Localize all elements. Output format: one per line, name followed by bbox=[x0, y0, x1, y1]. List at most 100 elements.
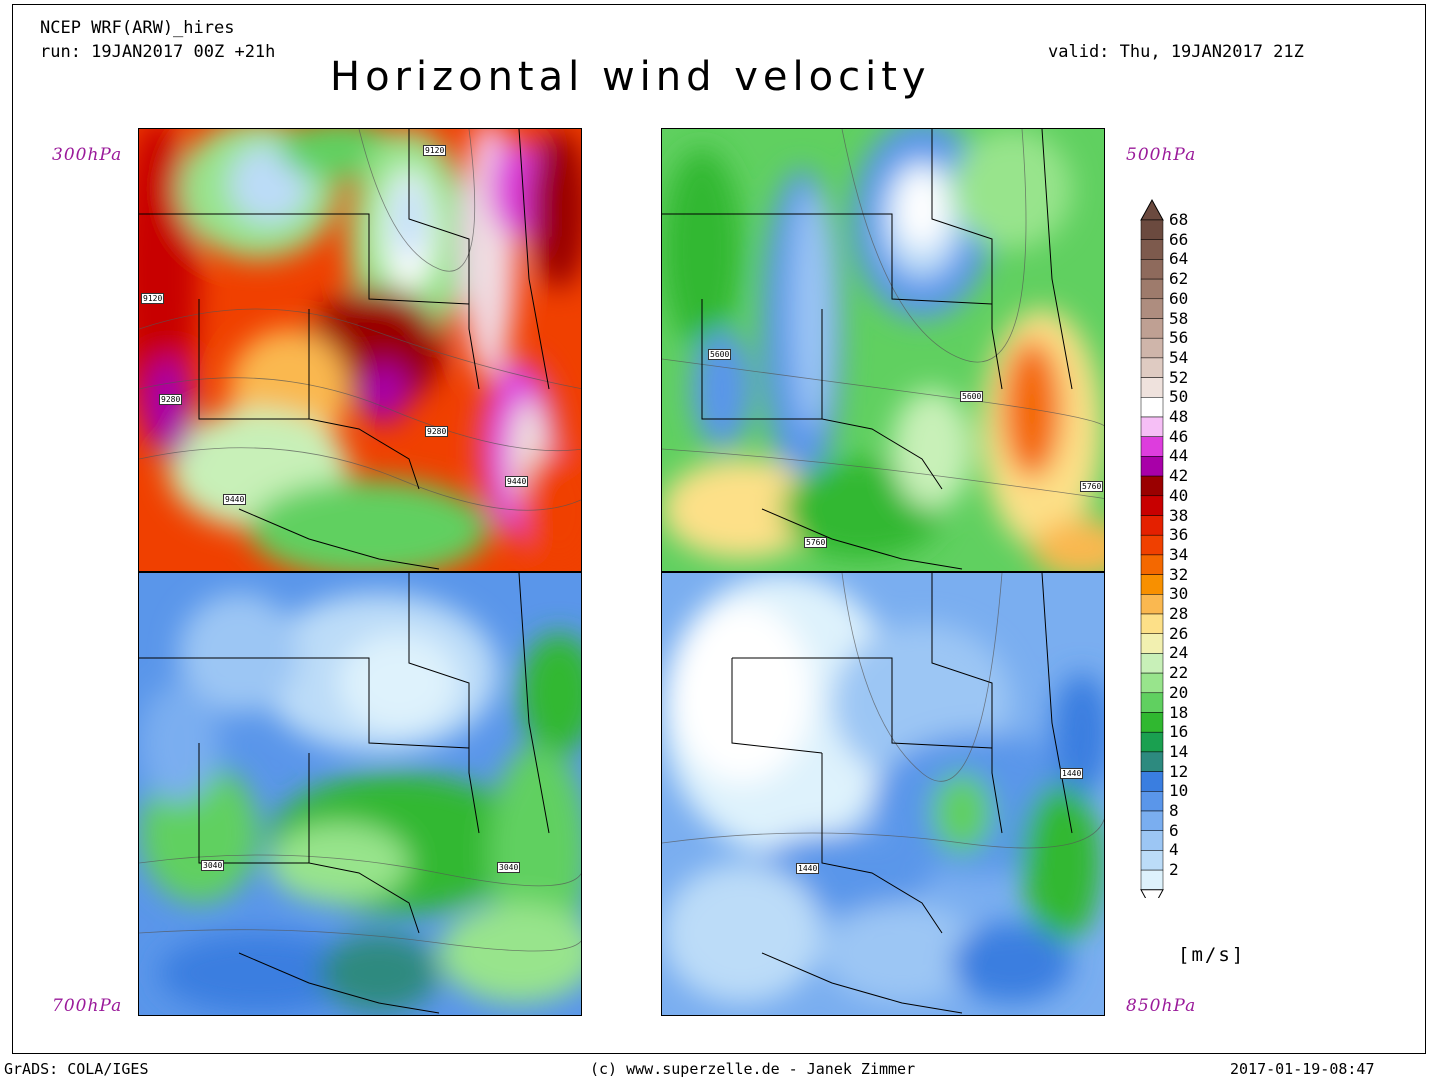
colorbar-tick-label: 46 bbox=[1169, 426, 1189, 446]
colorbar-tick-label: 2 bbox=[1169, 860, 1179, 880]
colorbar-swatch bbox=[1140, 633, 1164, 654]
level-label-700: 700hPa bbox=[52, 996, 123, 1016]
colorbar-tick-label: 30 bbox=[1169, 584, 1189, 604]
colorbar-swatch bbox=[1140, 298, 1164, 319]
colorbar-swatch bbox=[1140, 731, 1164, 753]
wind-field-700 bbox=[139, 573, 581, 1015]
colorbar-tick-label: 34 bbox=[1169, 544, 1189, 564]
colorbar-tick-label: 10 bbox=[1169, 781, 1189, 801]
wind-field-850 bbox=[662, 573, 1104, 1015]
contour-label: 5760 bbox=[1080, 481, 1104, 492]
colorbar-swatch bbox=[1140, 278, 1164, 300]
colorbar-swatch bbox=[1140, 554, 1164, 575]
colorbar-swatch bbox=[1140, 869, 1164, 891]
colorbar-swatch bbox=[1140, 318, 1164, 339]
colorbar-tick-label: 56 bbox=[1169, 328, 1189, 348]
colorbar-bottom-arrow bbox=[1140, 889, 1164, 898]
colorbar-swatch bbox=[1140, 377, 1164, 398]
colorbar-swatch bbox=[1140, 830, 1164, 851]
map-panel-700hpa[interactable]: 3040 3040 bbox=[138, 572, 582, 1016]
level-label-850: 850hPa bbox=[1126, 996, 1197, 1016]
colorbar-tick-label: 18 bbox=[1169, 702, 1189, 722]
level-label-300: 300hPa bbox=[52, 145, 123, 165]
model-name: NCEP WRF(ARW)_hires bbox=[40, 18, 235, 38]
colorbar-swatch bbox=[1140, 534, 1164, 556]
footer-timestamp: 2017-01-19-08:47 bbox=[1230, 1060, 1375, 1078]
contour-label: 1440 bbox=[1060, 768, 1084, 779]
colorbar-tick-label: 44 bbox=[1169, 446, 1189, 466]
map-panel-300hpa[interactable]: 9120 9120 9280 9280 9440 9440 bbox=[138, 128, 582, 572]
footer-software: GrADS: COLA/IGES bbox=[4, 1060, 149, 1078]
colorbar-swatch bbox=[1140, 810, 1164, 831]
contour-label: 5600 bbox=[708, 349, 732, 360]
contour-label: 5760 bbox=[804, 537, 828, 548]
colorbar-swatch bbox=[1140, 259, 1164, 280]
map-panel-850hpa[interactable]: 1440 1440 bbox=[661, 572, 1105, 1016]
colorbar-tick-label: 50 bbox=[1169, 387, 1189, 407]
colorbar-swatch bbox=[1140, 613, 1164, 634]
colorbar bbox=[1140, 198, 1164, 898]
colorbar-tick-label: 24 bbox=[1169, 643, 1189, 663]
colorbar-tick-label: 4 bbox=[1169, 840, 1179, 860]
contour-label: 1440 bbox=[796, 863, 820, 874]
colorbar-swatch bbox=[1140, 751, 1164, 772]
colorbar-swatch bbox=[1140, 416, 1164, 437]
level-label-500: 500hPa bbox=[1126, 145, 1197, 165]
colorbar-tick-label: 32 bbox=[1169, 564, 1189, 584]
colorbar-tick-label: 62 bbox=[1169, 269, 1189, 289]
colorbar-tick-label: 22 bbox=[1169, 663, 1189, 683]
colorbar-tick-label: 26 bbox=[1169, 623, 1189, 643]
colorbar-tick-label: 8 bbox=[1169, 801, 1179, 820]
contour-label: 9120 bbox=[423, 145, 447, 156]
colorbar-swatch bbox=[1140, 653, 1164, 674]
colorbar-swatch bbox=[1140, 436, 1164, 457]
map-panel-500hpa[interactable]: 5600 5600 5760 5760 bbox=[661, 128, 1105, 572]
colorbar-tick-label: 28 bbox=[1169, 604, 1189, 623]
colorbar-swatch bbox=[1140, 219, 1164, 240]
colorbar-tick-label: 68 bbox=[1169, 210, 1189, 229]
contour-label: 9440 bbox=[223, 494, 247, 505]
valid-time: valid: Thu, 19JAN2017 21Z bbox=[1048, 42, 1304, 62]
colorbar-tick-label: 20 bbox=[1169, 682, 1189, 702]
colorbar-swatch bbox=[1140, 692, 1164, 713]
wind-field-500 bbox=[662, 129, 1104, 571]
contour-label: 9120 bbox=[141, 293, 165, 304]
colorbar-swatch bbox=[1140, 594, 1164, 615]
plot-frame bbox=[12, 4, 1426, 1054]
colorbar-swatch bbox=[1140, 397, 1164, 418]
colorbar-tick-label: 14 bbox=[1169, 741, 1189, 761]
colorbar-tick-label: 48 bbox=[1169, 407, 1189, 426]
colorbar-tick-label: 64 bbox=[1169, 249, 1189, 269]
colorbar-swatch bbox=[1140, 239, 1164, 260]
colorbar-swatch bbox=[1140, 771, 1164, 792]
colorbar-tick-label: 42 bbox=[1169, 466, 1189, 486]
colorbar-swatch bbox=[1140, 456, 1164, 477]
colorbar-swatch bbox=[1140, 850, 1164, 871]
footer-credit: (c) www.superzelle.de - Janek Zimmer bbox=[590, 1060, 916, 1078]
colorbar-swatch bbox=[1140, 712, 1164, 733]
colorbar-tick-label: 12 bbox=[1169, 761, 1189, 781]
colorbar-tick-label: 52 bbox=[1169, 367, 1189, 387]
colorbar-swatch bbox=[1140, 672, 1164, 694]
contour-label: 9440 bbox=[505, 476, 529, 487]
unit-label: [m/s] bbox=[1178, 944, 1246, 966]
colorbar-tick-label: 38 bbox=[1169, 505, 1189, 525]
colorbar-tick-label: 40 bbox=[1169, 485, 1189, 505]
colorbar-swatch bbox=[1140, 495, 1164, 516]
contour-label: 3040 bbox=[201, 860, 225, 871]
chart-title: Horizontal wind velocity bbox=[330, 54, 931, 100]
colorbar-tick-label: 36 bbox=[1169, 525, 1189, 545]
colorbar-tick-label: 6 bbox=[1169, 820, 1179, 840]
colorbar-tick-label: 54 bbox=[1169, 347, 1189, 367]
colorbar-swatch bbox=[1140, 337, 1164, 359]
contour-label: 5600 bbox=[960, 391, 984, 402]
run-time: run: 19JAN2017 00Z +21h bbox=[40, 42, 276, 62]
contour-label: 3040 bbox=[497, 862, 521, 873]
colorbar-top-arrow bbox=[1140, 198, 1164, 221]
wind-field-300 bbox=[139, 129, 581, 571]
contour-label: 9280 bbox=[425, 426, 449, 437]
contour-label: 9280 bbox=[159, 394, 183, 405]
colorbar-swatch bbox=[1140, 357, 1164, 378]
colorbar-swatch bbox=[1140, 515, 1164, 536]
colorbar-tick-label: 58 bbox=[1169, 308, 1189, 328]
